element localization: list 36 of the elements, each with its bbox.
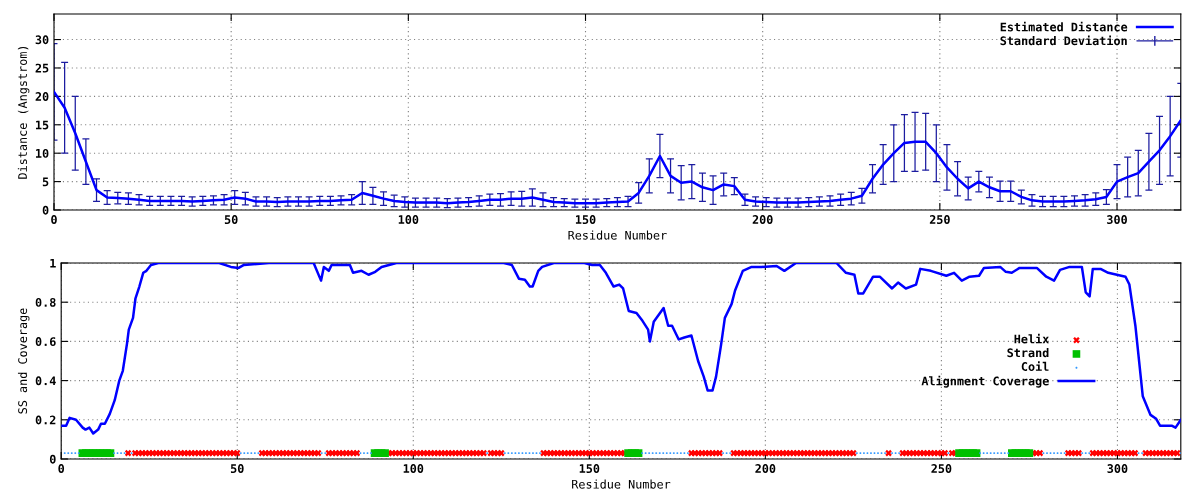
y-tick-label: 0.8: [35, 297, 56, 307]
y-tick-label: 0.2: [35, 415, 56, 425]
x-axis-title: Residue Number: [572, 479, 671, 489]
y-tick-label: 5: [42, 177, 49, 187]
y-tick-label: 25: [35, 63, 49, 73]
y-tick-label: 0.4: [35, 376, 56, 386]
x-tick-label: 300: [1107, 464, 1128, 473]
legend-label: Strand: [1007, 348, 1049, 358]
x-tick-label: 250: [929, 215, 950, 224]
y-tick-label: 0.6: [35, 337, 56, 347]
y-axis-title: SS and Coverage: [17, 308, 30, 414]
y-tick-label: 15: [36, 120, 49, 130]
x-tick-label: 50: [224, 215, 238, 224]
y-tick-label: 10: [36, 148, 49, 158]
x-tick-label: 0: [58, 464, 65, 473]
legend-label: Helix: [1014, 333, 1049, 344]
x-tick-label: 150: [575, 215, 596, 224]
y-axis-title: Distance (Angstrom): [17, 46, 30, 179]
legend-label: Coil: [1021, 361, 1049, 372]
y-tick-label: 30: [35, 35, 49, 45]
x-tick-label: 300: [1107, 215, 1127, 224]
legend-label: Standard Deviation: [1000, 35, 1127, 46]
x-tick-label: 200: [752, 215, 773, 224]
x-tick-label: 150: [579, 464, 600, 473]
x-tick-label: 100: [403, 464, 424, 473]
y-tick-label: 20: [35, 92, 49, 102]
x-tick-label: 100: [398, 215, 419, 224]
y-tick-label: 0: [49, 454, 56, 464]
legend-label: Alignment Coverage: [921, 375, 1049, 388]
x-axis-title: Residue Number: [568, 230, 667, 240]
x-tick-label: 200: [755, 464, 776, 473]
y-tick-label: 0: [42, 205, 49, 215]
legend-label: Estimated Distance: [1000, 21, 1128, 32]
y-tick-label: 1: [50, 258, 56, 268]
x-tick-label: 250: [931, 464, 952, 473]
x-tick-label: 50: [230, 464, 244, 473]
